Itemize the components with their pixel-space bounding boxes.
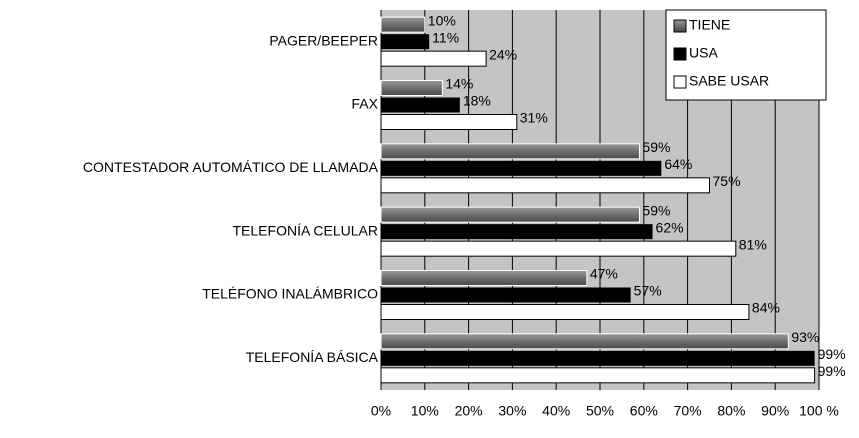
bar: [380, 143, 640, 160]
category-label: PAGER/BEEPER: [269, 32, 378, 48]
bar: [380, 16, 426, 33]
category-label: TELEFONÍA BÁSICA: [246, 349, 379, 365]
bar: [380, 240, 737, 257]
bar: [381, 350, 815, 366]
bar: [380, 367, 816, 384]
data-label: 81%: [739, 236, 767, 252]
bar: [380, 177, 710, 194]
x-tick-label: 0%: [371, 403, 391, 419]
data-label: 11%: [432, 29, 459, 45]
data-label: 24%: [489, 46, 517, 62]
legend-label: SABE USAR: [689, 73, 769, 89]
x-tick-label: 70%: [674, 403, 702, 419]
legend-label: TIENE: [689, 17, 730, 33]
bar: [381, 287, 631, 303]
bar: [381, 97, 460, 113]
x-tick-label: 10%: [411, 403, 439, 419]
legend-marker: [673, 47, 687, 61]
data-label: 59%: [642, 202, 670, 218]
legend-marker: [673, 75, 687, 89]
x-tick-label: 90%: [761, 403, 789, 419]
x-tick-label: 100 %: [799, 403, 839, 419]
bar: [380, 50, 487, 67]
data-label: 75%: [713, 173, 741, 189]
x-tick-label: 40%: [542, 403, 570, 419]
bar: [380, 80, 443, 96]
data-label: 93%: [791, 329, 819, 345]
data-label: 31%: [520, 110, 548, 126]
data-label: 10%: [428, 12, 456, 28]
data-label: 14%: [445, 76, 473, 92]
legend-label: USA: [689, 45, 718, 61]
x-tick-label: 50%: [586, 403, 614, 419]
bar: [380, 333, 789, 350]
bar: [381, 160, 662, 176]
category-label: TELÉFONO INALÁMBRICO: [202, 286, 378, 302]
bar: [380, 270, 588, 286]
data-label: 57%: [634, 283, 662, 299]
x-tick-label: 80%: [717, 403, 745, 419]
bar: [381, 34, 430, 50]
legend-marker: [673, 19, 687, 33]
data-label: 99%: [818, 363, 846, 379]
data-label: 62%: [656, 219, 684, 235]
x-tick-label: 30%: [498, 403, 526, 419]
category-label: TELEFONÍA CELULAR: [233, 222, 379, 238]
data-label: 59%: [642, 139, 670, 155]
data-label: 99%: [818, 346, 846, 362]
bar: [380, 304, 750, 320]
bar: [380, 206, 640, 223]
data-label: 84%: [752, 300, 780, 316]
legend-box: [665, 9, 827, 101]
data-label: 47%: [590, 266, 618, 282]
x-tick-label: 20%: [455, 403, 483, 419]
category-label: CONTESTADOR AUTOMÁTICO DE LLAMADA: [83, 159, 379, 175]
bar: [381, 224, 653, 240]
data-label: 18%: [463, 93, 491, 109]
data-label: 64%: [664, 156, 692, 172]
category-label: FAX: [352, 96, 379, 112]
bar: [380, 114, 518, 130]
x-tick-label: 60%: [630, 403, 658, 419]
